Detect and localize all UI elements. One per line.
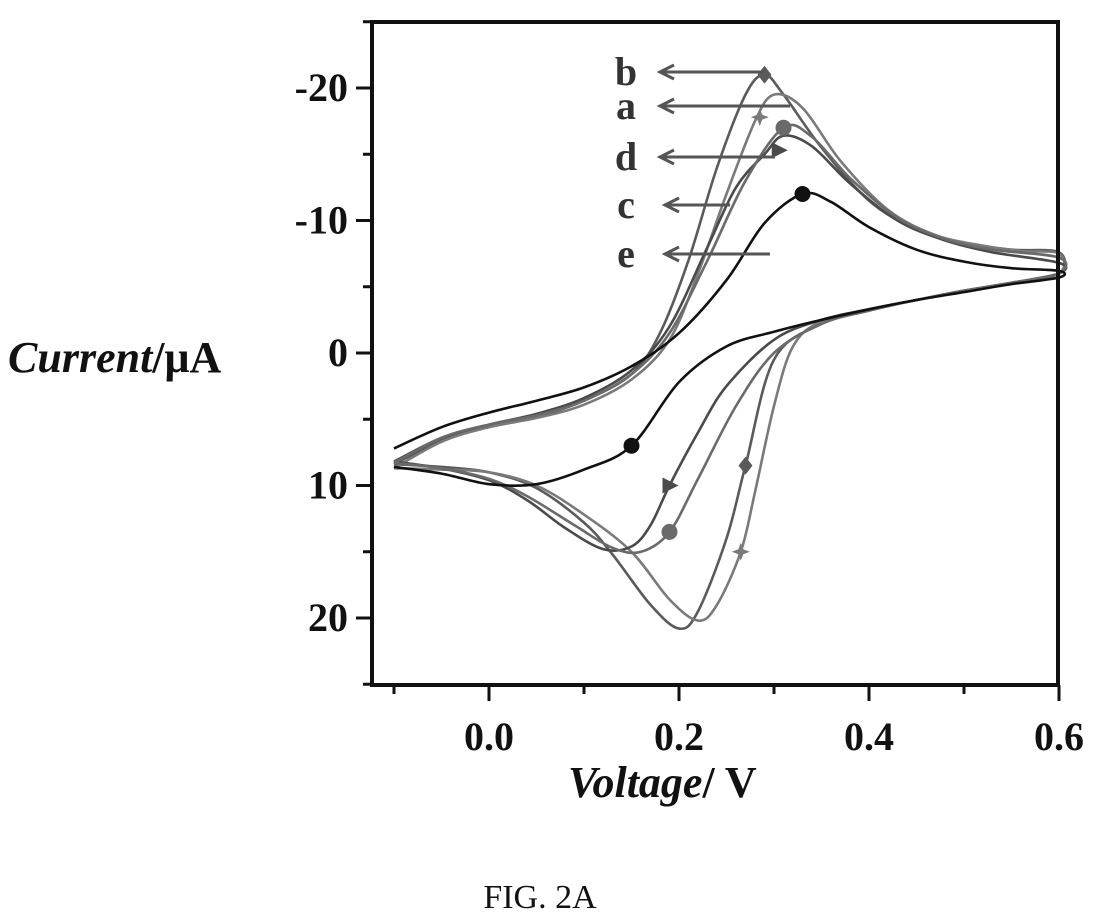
x-tick-label: 0.6 xyxy=(1034,714,1084,759)
series-markers xyxy=(623,65,811,561)
curve-label-arrowhead-b xyxy=(656,63,675,81)
y-axis-title-quantity: Current xyxy=(8,333,154,382)
curve-label-arrowhead-c xyxy=(661,196,680,214)
figure-caption: FIG. 2A xyxy=(483,879,597,916)
series-marker-d xyxy=(771,142,788,159)
y-axis-title-unit: /μA xyxy=(151,333,221,382)
x-tick-label: 0.4 xyxy=(844,714,894,759)
series-marker-e xyxy=(623,437,640,454)
series-line-a xyxy=(393,92,1066,622)
y-tick-label: 10 xyxy=(308,463,348,508)
y-tick-label: -20 xyxy=(295,65,348,110)
y-tick-label: 20 xyxy=(308,595,348,640)
series-marker-a xyxy=(731,542,750,561)
x-tick-label: 0.0 xyxy=(464,714,514,759)
axis-ticks xyxy=(356,20,1061,701)
series-line-d xyxy=(393,134,1068,552)
series-line-e xyxy=(393,191,1067,488)
series-marker-c xyxy=(661,523,678,540)
series-marker-a xyxy=(750,108,769,127)
curve-label-e: e xyxy=(617,231,635,276)
y-axis-title: Current/μA xyxy=(8,333,221,382)
series-marker-c xyxy=(775,119,792,136)
curve-label-arrowhead-d xyxy=(656,148,675,166)
x-axis-title-quantity: Voltage xyxy=(568,758,702,807)
x-tick-label: 0.2 xyxy=(654,714,704,759)
series-marker-b xyxy=(757,65,772,84)
x-axis-title-unit: / V xyxy=(701,758,756,807)
series-marker-e xyxy=(794,186,811,202)
series-marker-b xyxy=(738,456,753,475)
y-tick-label: -10 xyxy=(295,198,348,243)
series-marker-d xyxy=(662,477,679,494)
curve-label-d: d xyxy=(615,134,637,179)
axis-tick-labels: 0.0 0.2 0.4 0.6 -20 -10 0 10 20 xyxy=(295,65,1084,759)
curve-label-arrowhead-a xyxy=(656,97,675,115)
y-tick-label: 0 xyxy=(328,330,348,375)
curve-label-arrowhead-e xyxy=(661,245,680,263)
x-axis-title: Voltage/ V xyxy=(568,758,757,807)
series-line-c xyxy=(393,123,1068,555)
curve-label-b: b xyxy=(615,49,637,94)
curve-label-a: a xyxy=(616,83,636,128)
curve-label-c: c xyxy=(617,182,635,227)
